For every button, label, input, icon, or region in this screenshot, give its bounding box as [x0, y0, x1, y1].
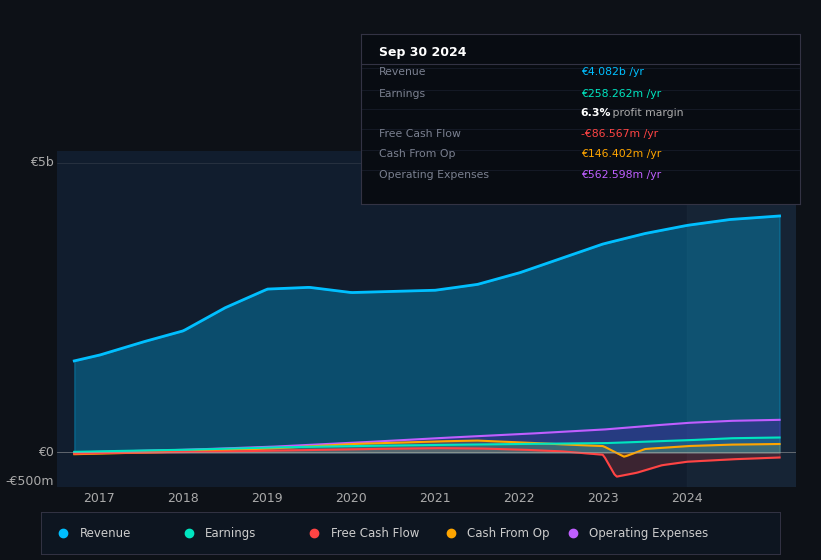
Text: €562.598m /yr: €562.598m /yr [581, 170, 661, 180]
Bar [687, 151, 813, 487]
Text: Free Cash Flow: Free Cash Flow [331, 527, 419, 540]
Text: -€500m: -€500m [5, 475, 54, 488]
Text: €0: €0 [38, 446, 54, 459]
Text: profit margin: profit margin [609, 108, 684, 118]
Text: 6.3%: 6.3% [581, 108, 612, 118]
Text: Cash From Op: Cash From Op [467, 527, 550, 540]
Text: Free Cash Flow: Free Cash Flow [378, 129, 461, 139]
Text: Revenue: Revenue [378, 67, 426, 77]
Text: €146.402m /yr: €146.402m /yr [581, 149, 661, 159]
Text: Sep 30 2024: Sep 30 2024 [378, 45, 466, 59]
Text: Operating Expenses: Operating Expenses [589, 527, 709, 540]
Text: Earnings: Earnings [378, 90, 426, 99]
Text: €4.082b /yr: €4.082b /yr [581, 67, 644, 77]
Text: Cash From Op: Cash From Op [378, 149, 456, 159]
Text: Earnings: Earnings [205, 527, 256, 540]
Text: Revenue: Revenue [80, 527, 131, 540]
Text: Operating Expenses: Operating Expenses [378, 170, 488, 180]
Text: €258.262m /yr: €258.262m /yr [581, 90, 661, 99]
Text: €5b: €5b [30, 156, 54, 169]
Text: -€86.567m /yr: -€86.567m /yr [581, 129, 658, 139]
